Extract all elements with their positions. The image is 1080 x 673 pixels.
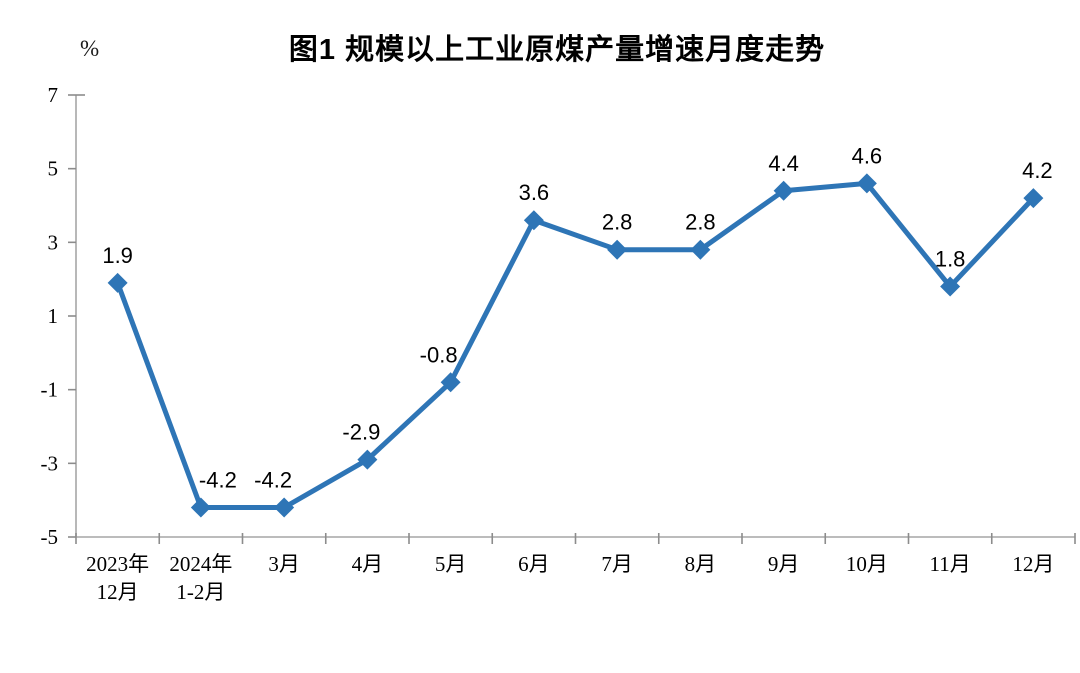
series-line — [115, 180, 1036, 511]
data-point-marker — [856, 173, 877, 194]
data-point-label: 3.6 — [519, 180, 550, 205]
x-axis-label-line1: 12月 — [1012, 552, 1054, 576]
data-point-marker — [274, 497, 295, 518]
data-point-marker — [940, 276, 961, 297]
y-axis-tick-label: 3 — [48, 230, 59, 254]
x-axis-label-line1: 2024年 — [169, 552, 232, 576]
data-point-label: 2.8 — [602, 210, 633, 235]
y-axis-tick-label: -5 — [41, 525, 59, 549]
y-axis-unit-label: % — [80, 36, 100, 61]
data-point-label: 2.8 — [685, 210, 716, 235]
x-axis-label-line1: 2023年 — [86, 552, 149, 576]
x-axis-label-line1: 4月 — [352, 552, 384, 576]
x-axis-label-line1: 3月 — [268, 552, 300, 576]
data-point-marker — [357, 449, 378, 470]
data-point-marker — [190, 497, 211, 518]
x-axis-label-line1: 8月 — [685, 552, 717, 576]
data-point-label: 4.6 — [852, 143, 883, 168]
data-point-marker — [690, 239, 711, 260]
data-point-label: 4.4 — [768, 151, 799, 176]
x-axis-label-line1: 9月 — [768, 552, 800, 576]
x-axis-label-line1: 7月 — [601, 552, 633, 576]
y-axis-tick-label: -1 — [41, 378, 59, 402]
x-axis-label-line1: 11月 — [930, 552, 971, 576]
data-point-marker — [440, 372, 461, 393]
data-point-label: -0.8 — [420, 342, 458, 367]
y-axis-tick-label: 1 — [48, 304, 59, 328]
data-point-label: 1.9 — [102, 243, 133, 268]
chart-title: 图1 规模以上工业原煤产量增速月度走势 — [288, 34, 826, 66]
data-point-label: -4.2 — [254, 468, 292, 493]
x-axis-label-line1: 10月 — [846, 552, 888, 576]
x-axis-label-line1: 5月 — [435, 552, 467, 576]
y-axis-tick-label: -3 — [41, 451, 59, 475]
data-point-marker — [107, 272, 128, 293]
data-point-label: -2.9 — [342, 420, 380, 445]
data-point-label: 4.2 — [1022, 158, 1053, 183]
y-axis-tick-label: 5 — [48, 157, 59, 181]
y-axis-tick-label: 7 — [48, 83, 59, 107]
data-point-marker — [1023, 188, 1044, 209]
x-axis-label-line1: 6月 — [518, 552, 550, 576]
data-point-label: -4.2 — [199, 468, 237, 493]
data-point-marker — [607, 239, 628, 260]
x-axis-label-line2: 1-2月 — [176, 580, 225, 604]
data-point-marker — [523, 210, 544, 231]
data-point-label: 1.8 — [935, 247, 966, 272]
x-axis-label-line2: 12月 — [97, 580, 139, 604]
data-point-marker — [773, 180, 794, 201]
